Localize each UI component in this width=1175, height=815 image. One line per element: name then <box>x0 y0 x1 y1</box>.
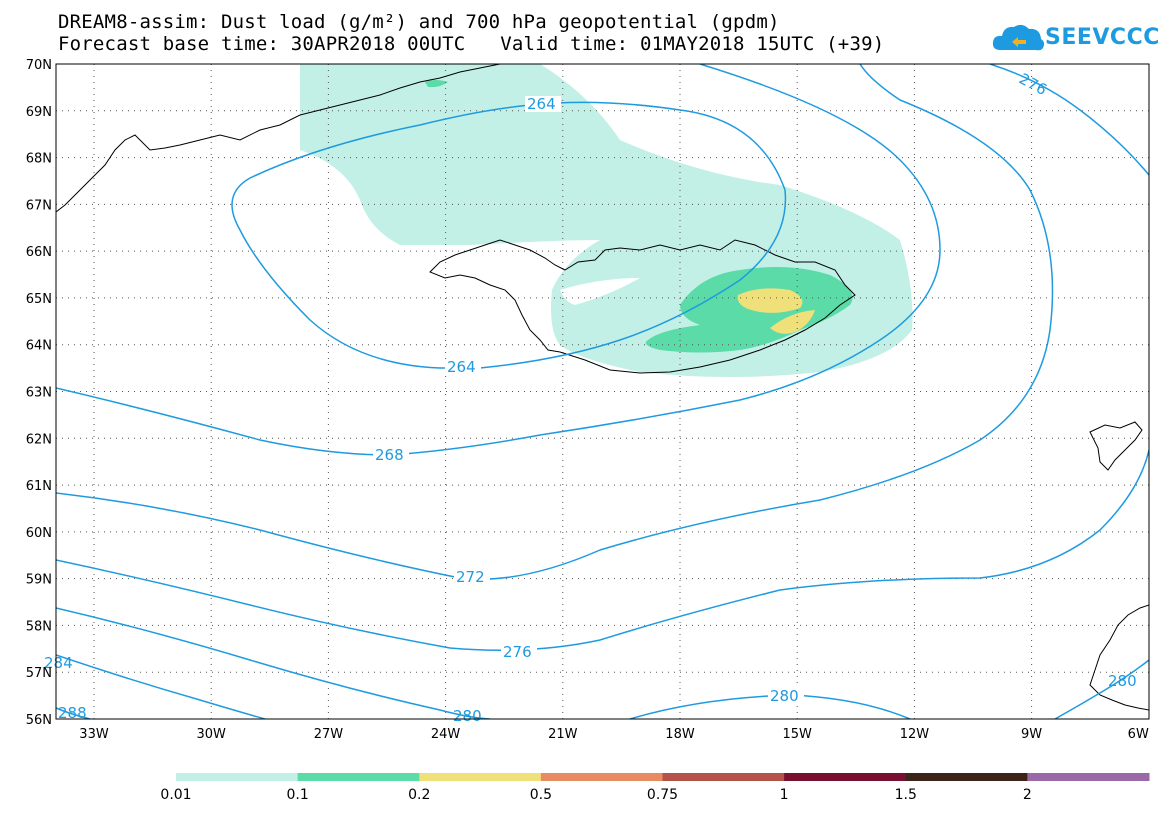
dust-area-lvl3-a <box>737 288 803 313</box>
colorbar-label: 0.5 <box>530 787 552 803</box>
contour-276-top-right <box>989 64 1149 176</box>
contour-labels: 264 264 268 272 276 276 280 280 280 284 … <box>44 70 1137 725</box>
lon-label: 12W <box>900 727 930 742</box>
colorbar-label: 0.1 <box>286 787 308 803</box>
coastline-scotland <box>1089 604 1149 711</box>
logo-text: SEEVCCC <box>1045 25 1160 50</box>
longitude-labels: 33W 30W 27W 24W 21W 18W 15W 12W 9W 6W <box>79 727 1149 742</box>
dust-area-lvl1 <box>300 64 913 377</box>
contour-label-276-top-right: 276 <box>1016 70 1050 99</box>
map-frame <box>55 63 1150 720</box>
lat-label: 61N <box>26 479 52 494</box>
lon-label: 21W <box>548 727 578 742</box>
colorbar-segment <box>662 773 785 781</box>
coastline-iceland <box>429 239 856 374</box>
chart-title-line2: Forecast base time: 30APR2018 00UTC Vali… <box>58 33 885 55</box>
lat-label: 59N <box>26 573 52 588</box>
lon-label: 6W <box>1128 727 1149 742</box>
colorbar-label: 1.5 <box>895 787 917 803</box>
colorbar-segment <box>905 773 1028 781</box>
contour-label-280-right: 280 <box>1108 672 1137 690</box>
lon-label: 9W <box>1021 727 1042 742</box>
colorbar-labels: 0.01 0.1 0.2 0.5 0.75 1 1.5 2 <box>160 787 1031 803</box>
colorbar-segment <box>419 773 542 781</box>
colorbar-segment <box>297 773 420 781</box>
lat-label: 63N <box>26 386 52 401</box>
contour-label-264-top: 264 <box>527 95 556 113</box>
colorbar-label: 0.01 <box>160 787 191 803</box>
coastline-greenland <box>56 64 501 213</box>
dust-area-lvl3-b <box>770 310 815 334</box>
lat-label: 56N <box>26 713 52 728</box>
lon-label: 24W <box>431 727 461 742</box>
dust-gap <box>560 278 640 305</box>
lon-label: 27W <box>314 727 344 742</box>
lat-label: 70N <box>26 58 52 73</box>
contour-280-left <box>56 607 491 719</box>
lat-label: 64N <box>26 339 52 354</box>
lon-label: 15W <box>782 727 812 742</box>
chart-title-line1: DREAM8-assim: Dust load (g/m²) and 700 h… <box>58 11 780 33</box>
dust-shading <box>300 64 913 377</box>
colorbar-label: 2 <box>1023 787 1032 803</box>
contour-label-264-bottom: 264 <box>447 358 476 376</box>
colorbar <box>176 773 1150 781</box>
geopotential-contours <box>56 64 1149 719</box>
coastlines <box>56 64 1149 711</box>
contour-288-left <box>56 707 91 719</box>
seevccc-logo: SEEVCCC <box>990 18 1159 58</box>
colorbar-segment <box>540 773 663 781</box>
lat-label: 69N <box>26 105 52 120</box>
lon-label: 18W <box>665 727 695 742</box>
contour-label-272: 272 <box>456 568 485 586</box>
lat-label: 66N <box>26 245 52 260</box>
colorbar-label: 0.2 <box>408 787 430 803</box>
lat-label: 62N <box>26 432 52 447</box>
colorbar-segment <box>1027 773 1150 781</box>
lat-label: 68N <box>26 152 52 167</box>
coastline-faroe <box>1089 421 1143 471</box>
dust-area-small-lvl2 <box>425 80 448 88</box>
colorbar-label: 0.75 <box>647 787 678 803</box>
contour-268 <box>56 64 941 456</box>
contour-label-280-bottom: 280 <box>770 687 799 705</box>
lat-label: 67N <box>26 198 52 213</box>
colorbar-label: 1 <box>780 787 789 803</box>
contour-label-288-left: 288 <box>58 704 87 722</box>
contour-276 <box>56 449 1149 651</box>
contour-label-280-left: 280 <box>453 707 482 725</box>
lon-label: 30W <box>196 727 226 742</box>
lat-label: 60N <box>26 526 52 541</box>
lat-label: 57N <box>26 666 52 681</box>
lat-label: 58N <box>26 619 52 634</box>
contour-272 <box>56 64 1054 580</box>
contour-label-268: 268 <box>375 446 404 464</box>
dust-area-lvl2 <box>645 266 853 353</box>
lon-label: 33W <box>79 727 109 742</box>
colorbar-segment <box>784 773 907 781</box>
latitude-labels: 70N 69N 68N 67N 66N 65N 64N 63N 62N 61N 60N 59N 58N 5… <box>26 58 52 728</box>
contour-label-284-left: 284 <box>44 654 73 672</box>
lat-label: 65N <box>26 292 52 307</box>
contour-label-276: 276 <box>503 643 532 661</box>
contour-284-left <box>56 654 266 719</box>
cloud-icon <box>992 24 1045 51</box>
contour-280-right <box>1054 659 1149 719</box>
colorbar-segment <box>176 773 299 781</box>
